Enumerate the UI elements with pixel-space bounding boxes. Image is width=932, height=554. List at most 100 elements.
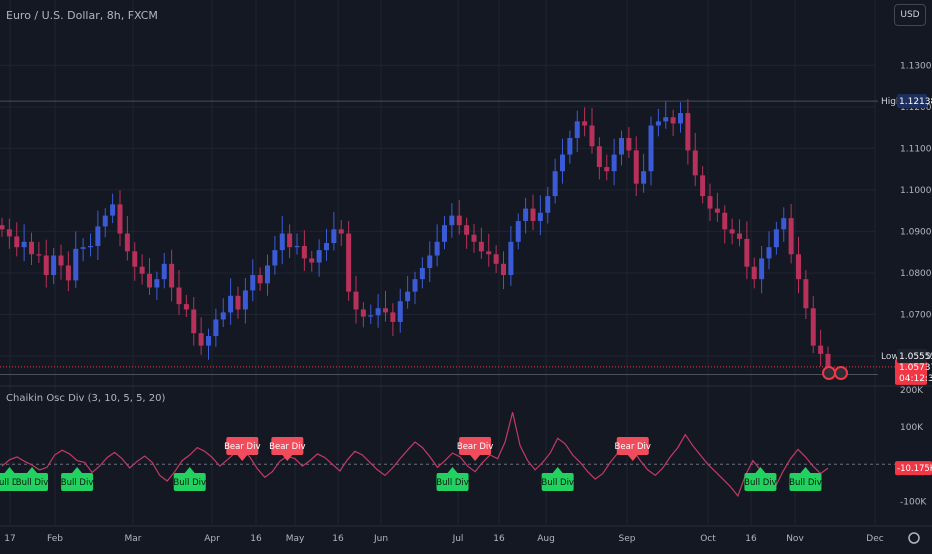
candle-body	[560, 154, 565, 172]
candle-body	[0, 225, 5, 230]
bull-div-label: Bull Div	[744, 467, 777, 491]
candle-body	[21, 241, 27, 248]
candle-body	[788, 218, 794, 255]
candle-body	[663, 117, 669, 122]
label-box	[226, 437, 259, 455]
x-tick-label: Jun	[373, 534, 388, 544]
candle-body	[478, 241, 484, 252]
candle-body	[655, 121, 661, 126]
osc-last-value: -10.175K	[897, 464, 932, 474]
chaikin-oscillator-line	[1, 412, 829, 498]
candle-body	[574, 121, 580, 138]
bull-div-label: Bull Div	[173, 467, 206, 491]
label-pointer	[800, 467, 811, 473]
settings-gear-icon	[908, 532, 920, 544]
label-box	[744, 473, 777, 491]
label-text: Bear Div	[269, 442, 305, 452]
price-tick-label: 1.09000	[900, 227, 932, 237]
candle-body	[206, 336, 211, 346]
bull-div-label: Bull Div	[789, 467, 822, 491]
candle-body	[279, 233, 285, 251]
bear-div-label: Bear Div	[457, 437, 493, 461]
candle-body	[530, 208, 536, 222]
label-pointer	[627, 455, 638, 461]
label-pointer	[447, 467, 458, 473]
candle-body	[722, 212, 728, 230]
candle-body	[117, 204, 123, 234]
x-tick-label: Apr	[204, 534, 220, 544]
label-box	[16, 473, 49, 491]
candle-body	[29, 241, 34, 255]
candle-body	[508, 241, 514, 276]
osc-last-tag	[895, 461, 932, 476]
x-tick-label: Jul	[452, 534, 464, 544]
candle-body	[442, 225, 447, 242]
candle-body	[537, 212, 543, 222]
candle-body	[154, 279, 160, 288]
label-text: Bear Div	[224, 442, 260, 452]
label-text: Bull Div	[0, 478, 26, 488]
candle-body	[493, 254, 499, 264]
candle-body	[589, 125, 595, 147]
x-tick-label: 16	[493, 534, 505, 544]
candle-body	[242, 290, 248, 310]
candle-body	[250, 275, 256, 291]
label-text: Bull Div	[789, 478, 822, 488]
label-box	[616, 437, 649, 455]
countdown-value: 04:12:30	[899, 374, 932, 384]
candle-body	[641, 171, 647, 184]
bull-div-label: Bull Div	[541, 467, 574, 491]
candle-body	[198, 333, 204, 346]
bear-div-label: Bear Div	[224, 437, 260, 461]
bull-div-label: Bull Div	[61, 467, 93, 491]
label-pointer	[27, 467, 38, 473]
label-text: Bear Div	[615, 442, 651, 452]
label-text: Bull Div	[744, 478, 777, 488]
label-pointer	[72, 467, 83, 473]
candle-body	[58, 255, 64, 266]
candle-body	[751, 266, 757, 280]
high-value: 1.12138	[899, 97, 932, 107]
candle-body	[685, 113, 691, 151]
candle-body	[124, 233, 130, 252]
label-pointer	[4, 467, 15, 473]
candle-body	[582, 121, 588, 126]
candle-body	[486, 251, 492, 255]
candle-body	[338, 229, 344, 234]
candle-body	[552, 171, 558, 197]
candle-body	[294, 245, 300, 248]
price-tick-label: 1.07000	[900, 310, 932, 320]
x-tick-label: Sep	[619, 534, 636, 544]
label-box	[459, 437, 492, 455]
indicator-title: Chaikin Osc Div (3, 10, 5, 5, 20)	[6, 393, 166, 404]
x-tick-label: Oct	[700, 534, 716, 544]
candle-body	[515, 221, 521, 242]
candle-body	[449, 215, 455, 226]
candle-body	[235, 295, 241, 310]
candle-body	[707, 196, 713, 209]
candle-body	[825, 353, 831, 367]
osc-tick-label: 200K	[900, 386, 924, 396]
candle-body	[773, 229, 779, 248]
label-text: Bear Div	[457, 442, 493, 452]
event-marker-icon	[822, 366, 836, 380]
candle-body	[375, 308, 381, 316]
x-tick-label: Aug	[537, 534, 555, 544]
x-tick-label: Nov	[786, 534, 804, 544]
osc-tick-label: -100K	[900, 497, 927, 507]
symbol-title: Euro / U.S. Dollar, 8h, FXCM	[6, 9, 158, 22]
currency-button[interactable]: USD	[894, 4, 926, 26]
candle-body	[567, 137, 573, 155]
candle-body	[220, 312, 226, 320]
label-pointer	[552, 467, 563, 473]
candle-body	[43, 255, 49, 276]
bull-div-label: Bull Div	[16, 467, 49, 491]
label-box	[541, 473, 574, 491]
candle-body	[169, 263, 175, 288]
candle-body	[51, 255, 57, 276]
candle-body	[419, 267, 425, 280]
x-tick-label: 17	[4, 534, 15, 544]
candle-body	[228, 295, 234, 313]
